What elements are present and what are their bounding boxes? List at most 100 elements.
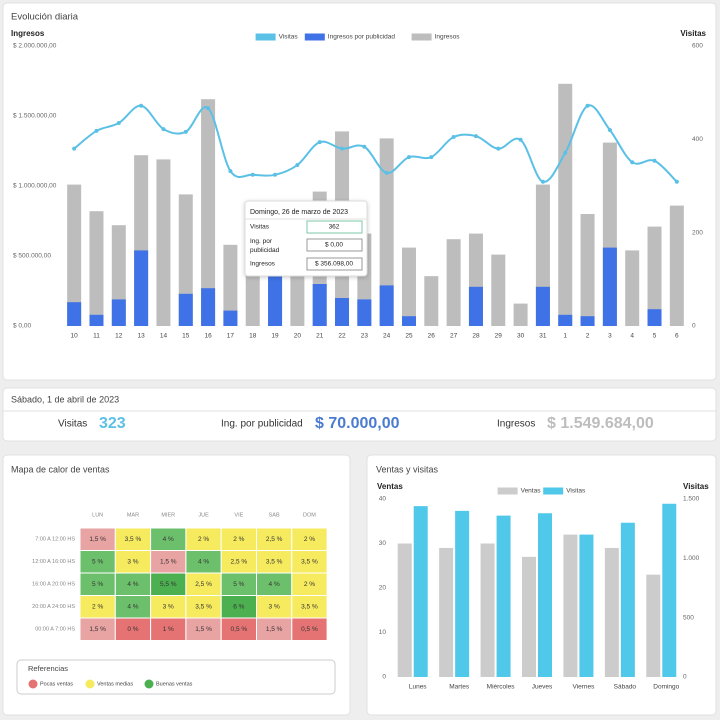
tooltip-value: 362 bbox=[329, 224, 340, 231]
bar bbox=[245, 263, 260, 326]
cell-label: 1,5 % bbox=[89, 536, 106, 543]
bar bbox=[538, 513, 552, 677]
legend-dot bbox=[28, 679, 38, 689]
tooltip-box bbox=[306, 257, 363, 271]
x-tick-label: 18 bbox=[249, 333, 257, 340]
bar bbox=[401, 247, 416, 326]
cell-label: 0 % bbox=[127, 626, 138, 633]
x-tick-label: 3 bbox=[608, 333, 612, 340]
x-tick-label: 17 bbox=[227, 333, 235, 340]
point bbox=[273, 172, 278, 177]
tick-label: 500 bbox=[683, 614, 694, 621]
bar bbox=[455, 510, 470, 677]
x-tick-label: 22 bbox=[338, 333, 346, 340]
x-tick-label: 25 bbox=[405, 333, 413, 340]
column-label: MIER bbox=[161, 512, 175, 518]
row-label: 7:00 A 12:00 HS bbox=[35, 537, 75, 543]
tick-label: 0 bbox=[382, 674, 386, 681]
x-tick-label: 26 bbox=[428, 333, 436, 340]
point bbox=[585, 103, 590, 108]
bar bbox=[156, 159, 171, 326]
y-axis-title: Ingresos bbox=[11, 29, 45, 38]
tick-label: $ 1.000.000,00 bbox=[13, 183, 57, 190]
column-label: DOM bbox=[303, 512, 316, 518]
cell-label: 2 % bbox=[304, 536, 315, 543]
point bbox=[161, 127, 166, 132]
x-tick-label: 16 bbox=[204, 333, 212, 340]
tick-label: 10 bbox=[379, 629, 387, 636]
bar bbox=[604, 547, 619, 677]
x-tick-label: Martes bbox=[449, 684, 470, 691]
x-tick-label: 23 bbox=[361, 333, 369, 340]
cell-label: 1,5 % bbox=[89, 626, 106, 633]
legend-swatch bbox=[304, 33, 325, 41]
x-tick-label: Sábado bbox=[614, 684, 637, 691]
column-label: JUE bbox=[198, 512, 209, 518]
point bbox=[340, 146, 345, 151]
bar bbox=[602, 247, 617, 326]
tick-label: 30 bbox=[379, 540, 387, 547]
summary-label: Ingresos bbox=[497, 419, 535, 430]
legend-label: Pocas ventas bbox=[40, 681, 73, 687]
cell-label: 3 % bbox=[163, 603, 174, 610]
point bbox=[563, 150, 568, 155]
column-label: LUN bbox=[92, 512, 103, 518]
bar bbox=[178, 194, 193, 326]
legend-label: Ventas medias bbox=[97, 681, 133, 687]
legend-swatch bbox=[411, 33, 432, 41]
bar bbox=[223, 244, 238, 326]
bar bbox=[89, 314, 104, 326]
x-tick-label: 2 bbox=[586, 333, 590, 340]
cell-label: 1,5 % bbox=[266, 626, 283, 633]
x-tick-label: 10 bbox=[71, 333, 79, 340]
bar bbox=[496, 515, 511, 677]
point bbox=[540, 179, 545, 184]
cell-label: 1 % bbox=[163, 626, 174, 633]
bar bbox=[522, 556, 536, 677]
x-tick-label: 14 bbox=[160, 333, 168, 340]
cell-label: 5 % bbox=[92, 581, 103, 588]
column-label: SAB bbox=[269, 512, 280, 518]
bar bbox=[89, 211, 104, 326]
legend-dot bbox=[144, 679, 154, 689]
bar bbox=[268, 275, 283, 326]
tick-label: 0 bbox=[692, 323, 696, 330]
bar bbox=[401, 316, 416, 326]
cell-label: 5,5 % bbox=[160, 581, 177, 588]
tick-label: $ 2.000.000,00 bbox=[13, 43, 57, 50]
x-tick-label: 6 bbox=[675, 333, 679, 340]
tick-label: 1.000 bbox=[683, 555, 700, 562]
point bbox=[116, 121, 121, 125]
cell-label: 1,5 % bbox=[195, 626, 212, 633]
summary-value: $ 70.000,00 bbox=[315, 415, 400, 432]
cell-label: 3 % bbox=[269, 603, 280, 610]
legend-label: Ingresos por publicidad bbox=[328, 34, 396, 41]
bar bbox=[413, 506, 428, 677]
cell-label: 2,5 % bbox=[231, 558, 248, 565]
line bbox=[73, 104, 678, 183]
x-tick-label: Lunes bbox=[409, 684, 427, 691]
point bbox=[317, 140, 322, 145]
bar bbox=[335, 298, 350, 326]
tick-label: 20 bbox=[379, 585, 387, 592]
x-tick-label: 13 bbox=[138, 333, 146, 340]
point bbox=[94, 128, 99, 133]
summary-value: 323 bbox=[99, 415, 126, 432]
bar bbox=[379, 138, 394, 326]
x-tick-label: 11 bbox=[93, 333, 100, 340]
point bbox=[250, 172, 255, 177]
point bbox=[295, 163, 300, 167]
bar bbox=[535, 286, 550, 326]
bar bbox=[480, 543, 495, 677]
tooltip-box bbox=[306, 238, 363, 252]
cell-label: 4 % bbox=[163, 536, 174, 543]
bar bbox=[620, 522, 635, 677]
bar bbox=[558, 83, 573, 326]
cell-label: 0,5 % bbox=[231, 626, 248, 633]
point bbox=[362, 144, 367, 149]
x-tick-label: 4 bbox=[630, 333, 634, 340]
x-tick-label: 24 bbox=[383, 333, 391, 340]
bar bbox=[491, 254, 506, 326]
point bbox=[630, 160, 635, 165]
bar bbox=[563, 534, 578, 677]
